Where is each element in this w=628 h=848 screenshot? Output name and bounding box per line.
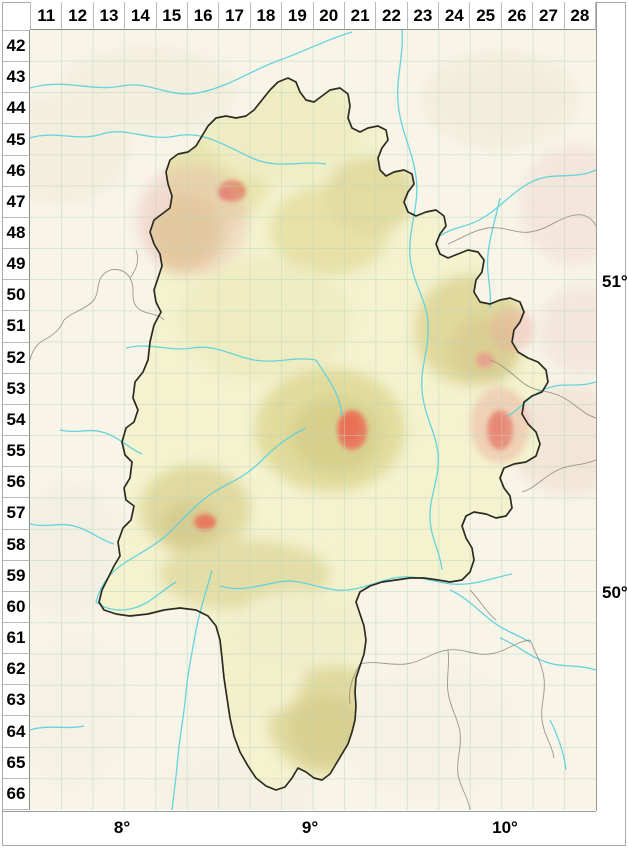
longitude-label-9deg: 9° xyxy=(301,818,319,837)
grid-row-header-51[interactable]: 51 xyxy=(3,311,30,343)
grid-column-header-20[interactable]: 20 xyxy=(313,2,345,30)
grid-row-header-66[interactable]: 66 xyxy=(3,778,30,810)
grid-column-header-15[interactable]: 15 xyxy=(156,2,188,30)
grid-row-header-57[interactable]: 57 xyxy=(3,498,30,530)
grid-row-header-65[interactable]: 65 xyxy=(3,747,30,779)
urban-wash-west xyxy=(137,165,247,275)
longitude-label-10deg: 10° xyxy=(492,818,518,837)
grid-row-header-61[interactable]: 61 xyxy=(3,622,30,655)
grid-column-header-24[interactable]: 24 xyxy=(439,2,471,30)
grid-row-headers: 42 43 44 45 46 47 48 49 50 51 52 53 54 55 56 57 58 59 60 61… xyxy=(3,30,30,810)
river-network xyxy=(30,30,596,810)
grid-row-header-55[interactable]: 55 xyxy=(3,436,30,468)
grid-row-header-48[interactable]: 48 xyxy=(3,217,30,250)
grid-row-header-50[interactable]: 50 xyxy=(3,280,30,312)
latitude-label-51deg: 51° xyxy=(602,272,628,291)
grid-column-header-19[interactable]: 19 xyxy=(282,2,314,30)
grid-row-header-49[interactable]: 49 xyxy=(3,249,30,281)
grid-row-header-59[interactable]: 59 xyxy=(3,560,30,592)
grid-row-header-62[interactable]: 62 xyxy=(3,654,30,686)
grid-column-header-25[interactable]: 25 xyxy=(470,2,502,30)
map-vector-layer xyxy=(30,30,596,810)
grid-row-header-43[interactable]: 43 xyxy=(3,62,30,94)
grid-row-header-58[interactable]: 58 xyxy=(3,529,30,561)
grid-row-header-52[interactable]: 52 xyxy=(3,342,30,374)
grid-row-header-64[interactable]: 64 xyxy=(3,716,30,748)
grid-row-header-46[interactable]: 46 xyxy=(3,155,30,187)
grid-column-header-22[interactable]: 22 xyxy=(376,2,408,30)
grid-row-header-44[interactable]: 44 xyxy=(3,93,30,125)
grid-row-header-56[interactable]: 56 xyxy=(3,467,30,499)
grid-row-header-54[interactable]: 54 xyxy=(3,404,30,437)
state-boundary-hessen xyxy=(98,77,549,791)
grid-column-header-17[interactable]: 17 xyxy=(219,2,251,30)
grid-column-header-14[interactable]: 14 xyxy=(125,2,157,30)
neighbour-boundaries xyxy=(30,214,596,810)
grid-row-header-60[interactable]: 60 xyxy=(3,591,30,623)
grid-column-header-13[interactable]: 13 xyxy=(93,2,126,30)
grid-row-header-47[interactable]: 47 xyxy=(3,186,30,218)
grid-column-header-23[interactable]: 23 xyxy=(407,2,440,30)
longitude-label-8deg: 8° xyxy=(113,818,131,837)
latitude-label-50deg: 50° xyxy=(602,583,628,602)
grid-column-header-26[interactable]: 26 xyxy=(501,2,534,30)
grid-row-header-53[interactable]: 53 xyxy=(3,373,30,405)
grid-column-headers: 11 12 13 14 15 16 17 18 19 20 21 22 23 24 25 26 27 28 xyxy=(30,2,597,30)
urban-wash-east xyxy=(470,308,534,463)
grid-column-header-27[interactable]: 27 xyxy=(533,2,565,30)
map-bottom-rule xyxy=(3,811,596,812)
grid-row-header-42[interactable]: 42 xyxy=(3,30,30,63)
grid-row-header-45[interactable]: 45 xyxy=(3,124,30,156)
grid-row-header-63[interactable]: 63 xyxy=(3,685,30,717)
map-canvas[interactable] xyxy=(30,30,597,810)
grid-column-header-21[interactable]: 21 xyxy=(344,2,377,30)
grid-column-header-11[interactable]: 11 xyxy=(30,2,63,30)
grid-column-header-16[interactable]: 16 xyxy=(187,2,220,30)
grid-column-header-12[interactable]: 12 xyxy=(62,2,94,30)
map-right-rule xyxy=(596,2,597,811)
grid-column-header-28[interactable]: 28 xyxy=(564,2,597,30)
grid-column-header-18[interactable]: 18 xyxy=(250,2,283,30)
